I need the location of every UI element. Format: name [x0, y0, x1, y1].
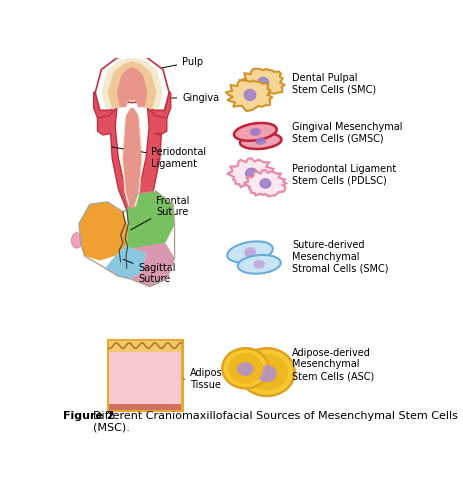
Ellipse shape — [227, 242, 273, 263]
Text: Gingiva: Gingiva — [167, 93, 219, 103]
Polygon shape — [244, 170, 286, 197]
Polygon shape — [107, 61, 157, 108]
Ellipse shape — [71, 233, 82, 248]
Text: Adipose-derived
Mesenchymal
Stem Cells (ASC): Adipose-derived Mesenchymal Stem Cells (… — [292, 348, 375, 381]
Ellipse shape — [244, 247, 256, 256]
Ellipse shape — [256, 138, 266, 144]
Polygon shape — [148, 89, 171, 118]
Bar — [109, 352, 181, 404]
Ellipse shape — [240, 133, 282, 149]
Ellipse shape — [257, 365, 277, 382]
Polygon shape — [123, 108, 135, 208]
Polygon shape — [121, 109, 131, 207]
Ellipse shape — [245, 168, 257, 179]
Text: Suture-derived
Mesenchymal
Stromal Cells (SMC): Suture-derived Mesenchymal Stromal Cells… — [292, 240, 389, 273]
Polygon shape — [240, 69, 285, 98]
Ellipse shape — [260, 179, 271, 188]
Polygon shape — [98, 108, 136, 217]
Polygon shape — [136, 108, 167, 216]
Polygon shape — [79, 202, 128, 260]
Polygon shape — [105, 245, 146, 279]
Ellipse shape — [228, 353, 263, 384]
Text: Periodontal Ligament
Stem Cells (PDLSC): Periodontal Ligament Stem Cells (PDLSC) — [292, 164, 397, 186]
Ellipse shape — [250, 128, 261, 136]
Bar — [109, 404, 181, 410]
Polygon shape — [101, 57, 163, 109]
Ellipse shape — [257, 77, 269, 88]
Polygon shape — [94, 89, 117, 118]
Polygon shape — [131, 243, 175, 286]
Polygon shape — [95, 54, 169, 110]
Ellipse shape — [246, 354, 288, 391]
Polygon shape — [133, 109, 143, 207]
Text: Gingival Mesenchymal
Stem Cells (GMSC): Gingival Mesenchymal Stem Cells (GMSC) — [292, 122, 403, 143]
Ellipse shape — [254, 260, 265, 269]
Ellipse shape — [239, 348, 294, 396]
Ellipse shape — [234, 123, 277, 141]
Ellipse shape — [244, 89, 256, 100]
Text: Figure 2: Figure 2 — [63, 411, 119, 421]
Ellipse shape — [238, 255, 281, 274]
Polygon shape — [226, 80, 273, 111]
Text: Periodontal
Ligament: Periodontal Ligament — [112, 147, 206, 169]
Bar — [107, 339, 184, 412]
Text: Frontal
Suture: Frontal Suture — [131, 196, 189, 230]
Polygon shape — [227, 158, 275, 188]
Ellipse shape — [237, 362, 254, 376]
Bar — [109, 341, 181, 352]
Polygon shape — [117, 67, 148, 107]
Polygon shape — [127, 191, 175, 253]
Text: Dental Pulpal
Stem Cells (SMC): Dental Pulpal Stem Cells (SMC) — [292, 72, 376, 94]
Text: Different Craniomaxillofacial Sources of Mesenchymal Stem Cells
(MSC).: Different Craniomaxillofacial Sources of… — [93, 411, 458, 432]
Text: Pulp: Pulp — [137, 57, 203, 73]
Text: Sagittal
Suture: Sagittal Suture — [123, 259, 176, 284]
Polygon shape — [129, 108, 141, 208]
Ellipse shape — [222, 348, 269, 388]
Text: Adipose
Tissue: Adipose Tissue — [184, 368, 229, 390]
